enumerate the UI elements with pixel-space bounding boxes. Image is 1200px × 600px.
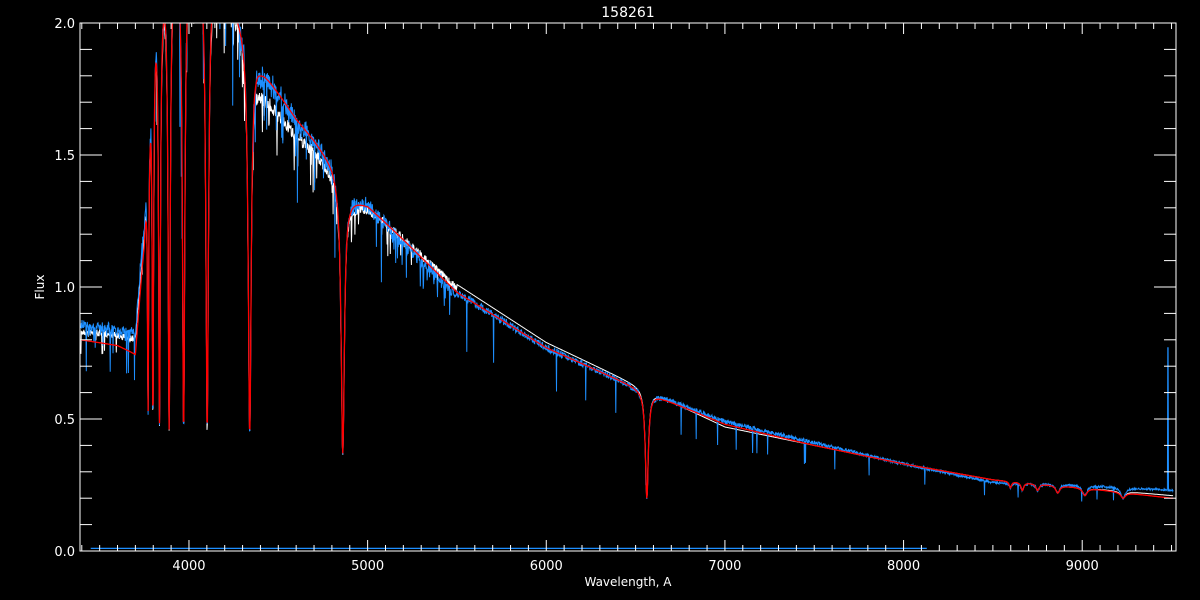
x-tick-label: 4000 <box>172 559 205 574</box>
x-tick-label: 8000 <box>887 559 920 574</box>
axis-ticks: 4000 5000 6000 7000 8000 9000 0.0 0.5 1.0 1.5 2.0 <box>54 17 1176 574</box>
chart-title: 158261 <box>601 5 654 21</box>
y-tick-label: 2.0 <box>54 17 75 32</box>
x-tick-label: 6000 <box>530 559 563 574</box>
x-tick-label: 9000 <box>1066 559 1099 574</box>
y-axis-label: Flux <box>33 275 47 300</box>
x-axis-label: Wavelength, A <box>584 575 672 589</box>
y-tick-label: 0.5 <box>54 413 75 428</box>
y-tick-label: 1.0 <box>54 281 75 296</box>
series-line-1 <box>80 23 1174 502</box>
series-layer <box>80 23 1174 549</box>
y-tick-label: 0.0 <box>54 545 75 560</box>
x-tick-label: 5000 <box>351 559 384 574</box>
x-tick-label: 7000 <box>708 559 741 574</box>
y-tick-label: 1.5 <box>54 149 75 164</box>
series-line-2 <box>80 23 1174 499</box>
